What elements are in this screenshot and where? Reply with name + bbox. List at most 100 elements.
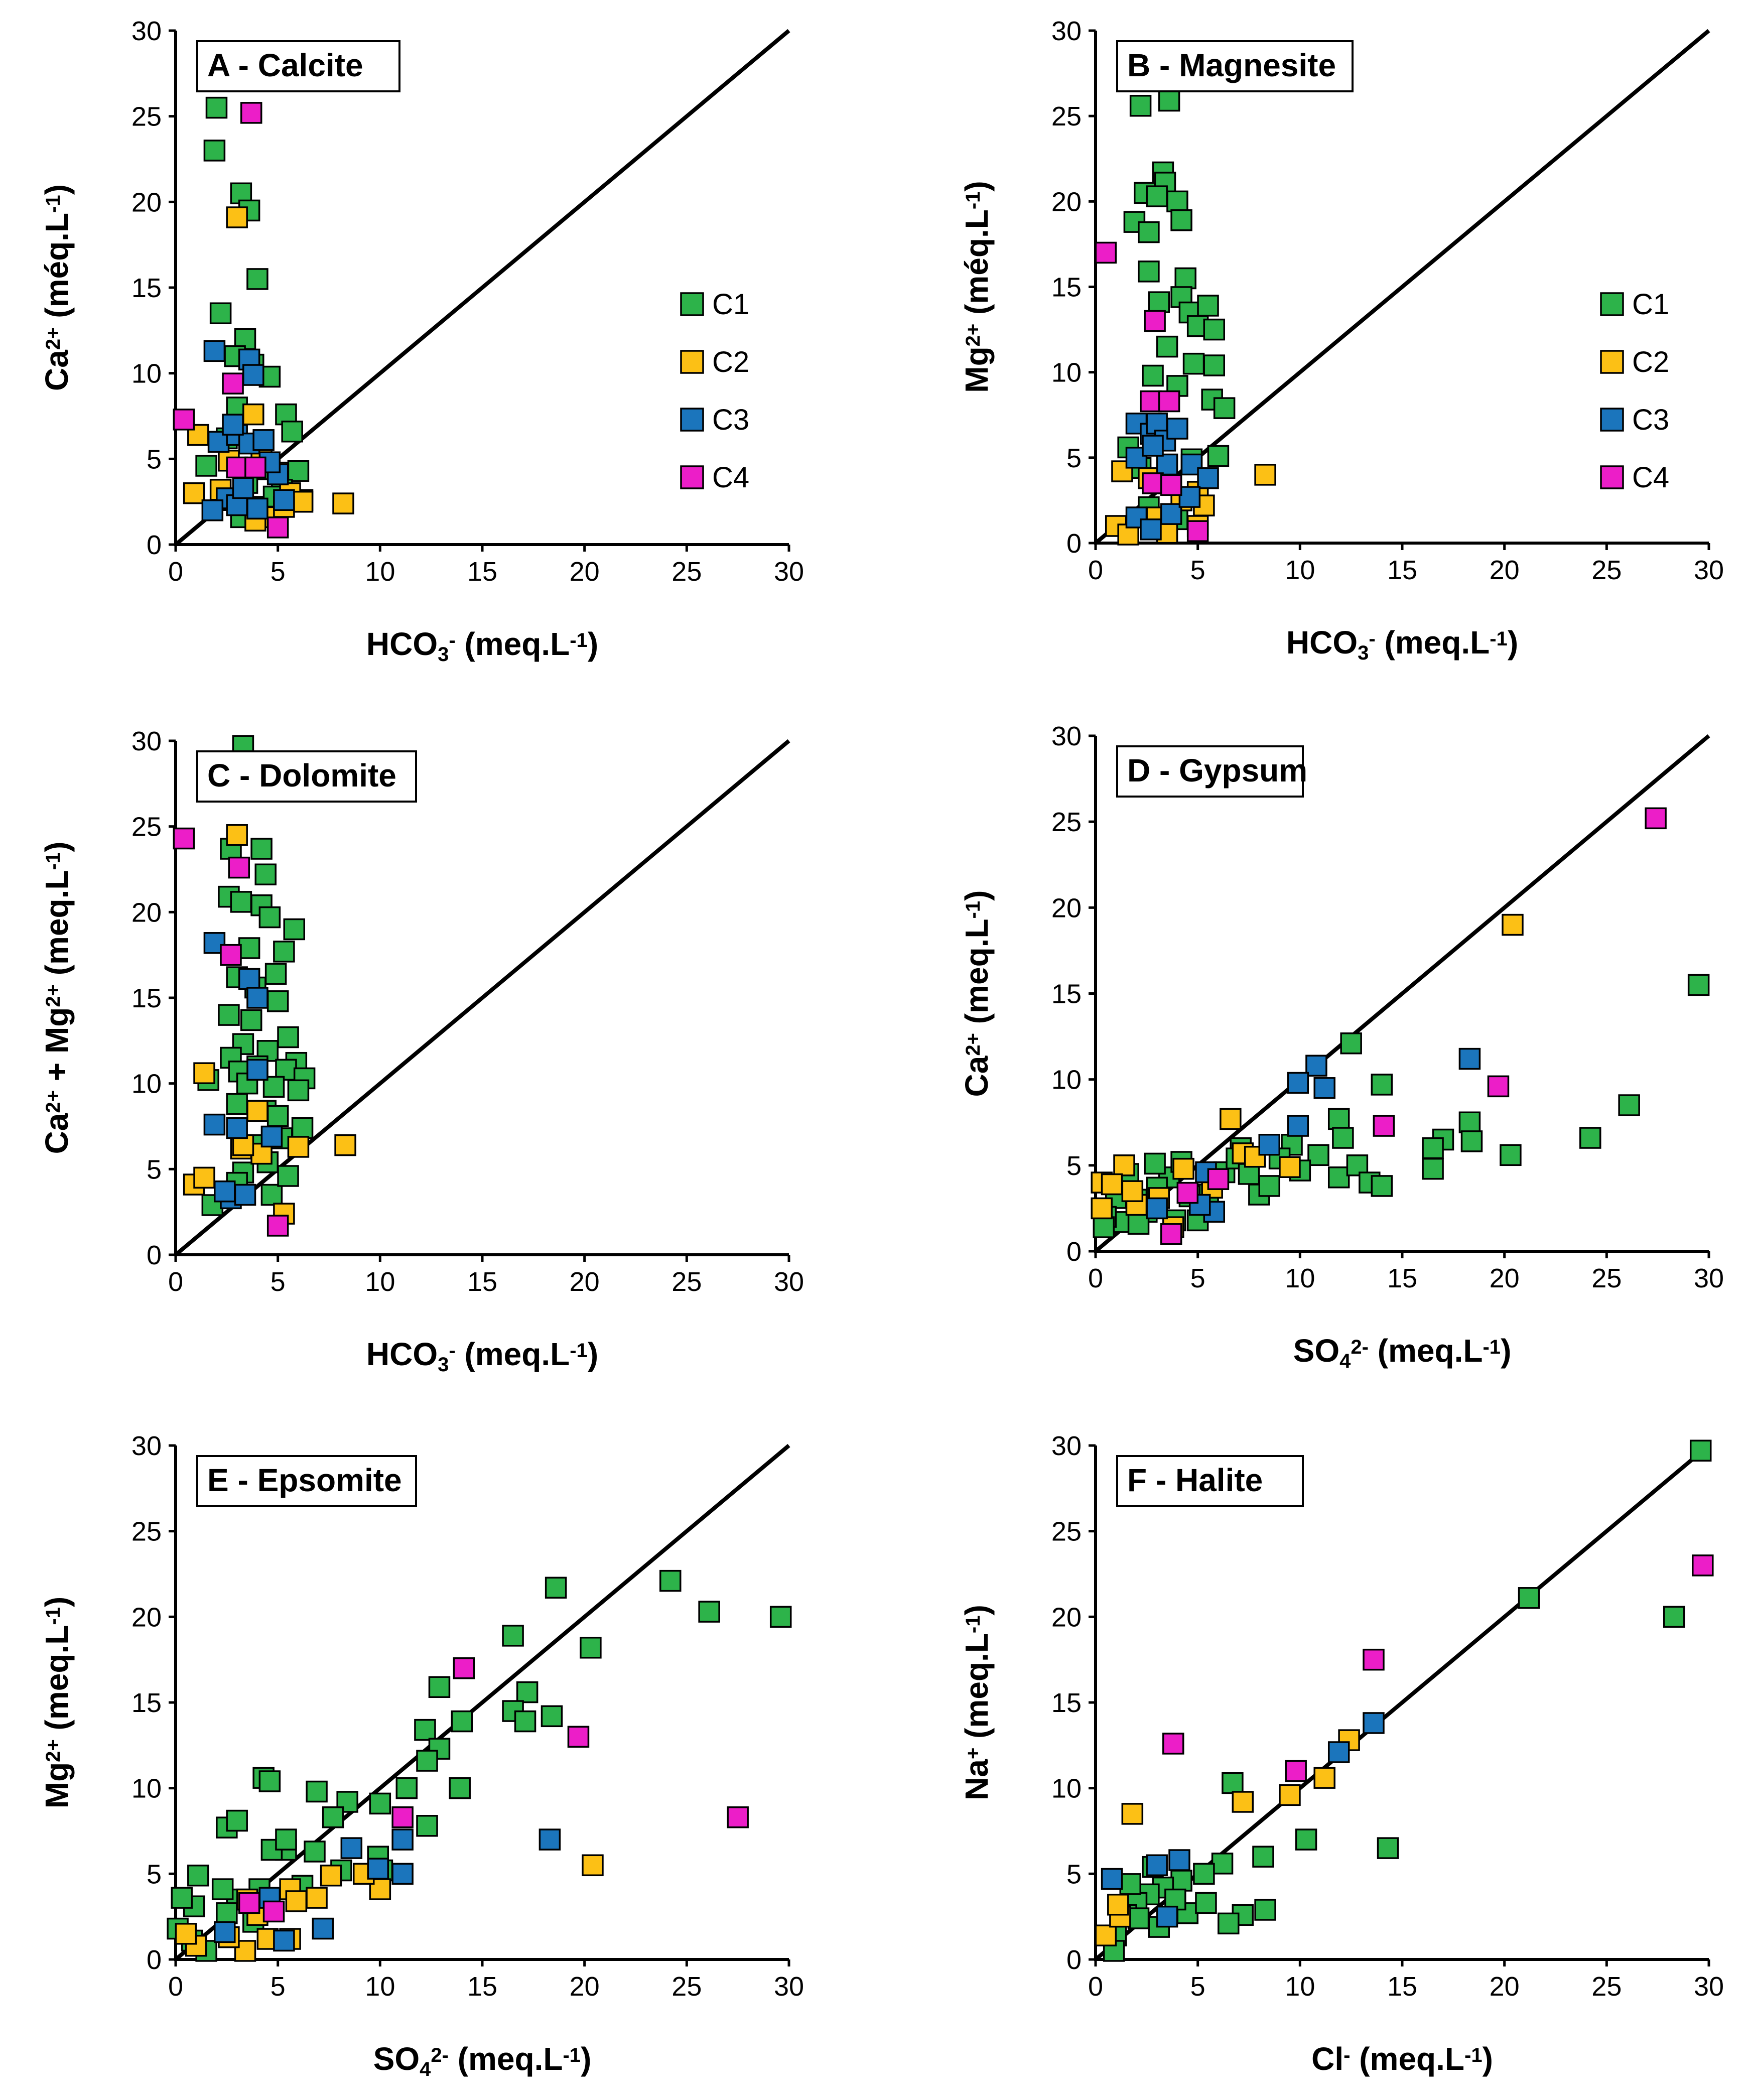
y-tick-label: 0 xyxy=(1066,529,1082,559)
data-point xyxy=(216,1902,238,1924)
series-c3 xyxy=(203,932,283,1210)
data-point xyxy=(428,1676,451,1698)
y-tick-label: 25 xyxy=(131,102,162,132)
y-tick-label: 15 xyxy=(1051,273,1082,303)
data-point xyxy=(391,1828,414,1851)
legend-label-c4: C4 xyxy=(1632,461,1669,494)
data-point xyxy=(1193,1863,1215,1885)
data-point xyxy=(545,1577,567,1599)
y-axis-label: Mg2+ (meq.L-1) xyxy=(39,1597,75,1808)
series-c4 xyxy=(173,827,289,1237)
data-point xyxy=(369,1878,391,1900)
data-point xyxy=(1095,1924,1117,1946)
series-c2 xyxy=(183,824,356,1225)
x-tick-label: 5 xyxy=(1190,1972,1205,2002)
data-point xyxy=(1101,1173,1123,1196)
y-axis-label: Ca2+ (meq.L-1) xyxy=(959,890,995,1097)
data-point xyxy=(240,1009,262,1031)
y-tick-label: 5 xyxy=(1066,443,1082,473)
x-tick-label: 20 xyxy=(1490,1263,1520,1293)
data-point xyxy=(1146,185,1168,207)
data-point xyxy=(246,987,268,1009)
y-tick-label: 15 xyxy=(1051,979,1082,1009)
x-tick-label: 20 xyxy=(570,1267,600,1297)
legend-label-c3: C3 xyxy=(712,404,749,436)
data-point xyxy=(246,268,268,290)
x-tick-label: 30 xyxy=(1694,555,1724,585)
series-c1 xyxy=(197,735,316,1216)
legend-label-c1: C1 xyxy=(1632,288,1669,321)
data-point xyxy=(211,1878,234,1900)
chart-title-box: F - Halite xyxy=(1116,1455,1304,1507)
series-c4 xyxy=(1160,807,1667,1245)
chart-title: B - Magnesite xyxy=(1127,47,1336,83)
y-tick-label: 20 xyxy=(131,187,162,217)
data-point xyxy=(1203,318,1226,341)
data-point xyxy=(414,1719,436,1741)
legend-swatch-c2 xyxy=(680,350,704,374)
data-point xyxy=(238,968,260,990)
data-point xyxy=(416,1750,438,1772)
data-point xyxy=(1287,1072,1309,1094)
data-point xyxy=(1140,518,1162,541)
chart-title-box: A - Calcite xyxy=(196,40,400,92)
legend-label-c2: C2 xyxy=(1632,346,1669,378)
y-axis-label: Ca2+ + Mg2+ (meq.L-1) xyxy=(39,842,75,1154)
y-tick-label: 25 xyxy=(1051,807,1082,837)
x-tick-label: 10 xyxy=(1285,1972,1315,2002)
data-point xyxy=(320,1864,342,1887)
title-frame xyxy=(1116,745,1304,798)
series-c4 xyxy=(173,102,289,539)
x-tick-label: 20 xyxy=(1490,555,1520,585)
y-tick-label: 5 xyxy=(1066,1151,1082,1181)
data-point xyxy=(201,499,224,521)
data-point xyxy=(1140,390,1162,413)
chart-panel-f: 0 5 10 15 20 25 30 0 5 10 15 20 25 30 F - Halite Cl- (m… xyxy=(959,1431,1724,2077)
data-point xyxy=(287,1079,310,1102)
x-tick-label: 20 xyxy=(570,1972,600,2002)
data-point xyxy=(369,1792,391,1815)
data-point xyxy=(391,1806,414,1828)
x-tick-label: 0 xyxy=(1088,1263,1103,1293)
series-c1 xyxy=(167,1569,792,1962)
data-point xyxy=(1093,1216,1115,1238)
y-tick-label: 15 xyxy=(1051,1688,1082,1718)
title-frame xyxy=(196,40,400,92)
data-point xyxy=(1186,520,1209,542)
x-tick-label: 0 xyxy=(1088,555,1103,585)
data-point xyxy=(1113,1154,1135,1176)
data-point xyxy=(266,1215,289,1237)
data-point xyxy=(222,372,244,395)
data-point xyxy=(1579,1127,1601,1149)
data-point xyxy=(287,460,310,482)
data-point xyxy=(727,1806,749,1828)
y-tick-label: 10 xyxy=(131,1069,162,1099)
data-point xyxy=(1363,1712,1385,1734)
data-point xyxy=(516,1681,539,1703)
data-point xyxy=(1178,486,1201,508)
data-point xyxy=(187,1864,209,1887)
legend-label-c4: C4 xyxy=(712,461,749,494)
data-point xyxy=(1174,267,1196,290)
data-point xyxy=(1307,1144,1329,1166)
y-tick-label: 20 xyxy=(1051,187,1082,217)
chart-title: D - Gypsum xyxy=(1127,752,1307,789)
x-tick-label: 15 xyxy=(467,1267,497,1297)
x-tick-label: 15 xyxy=(1387,1972,1417,2002)
data-point xyxy=(391,1863,414,1885)
one-to-one-line xyxy=(174,1443,790,1961)
data-point xyxy=(273,941,295,963)
data-point xyxy=(580,1637,602,1659)
series-c2 xyxy=(1095,1729,1360,1946)
data-point xyxy=(264,963,287,985)
data-point xyxy=(203,340,226,362)
data-point xyxy=(203,932,226,954)
data-point xyxy=(1340,1032,1362,1055)
data-point xyxy=(252,429,275,451)
x-tick-label: 5 xyxy=(271,557,286,587)
series-c4 xyxy=(1162,1554,1714,1782)
data-point xyxy=(449,1777,471,1799)
data-point xyxy=(1287,1115,1309,1137)
x-tick-label: 5 xyxy=(1190,1263,1205,1293)
title-frame xyxy=(1116,40,1354,92)
